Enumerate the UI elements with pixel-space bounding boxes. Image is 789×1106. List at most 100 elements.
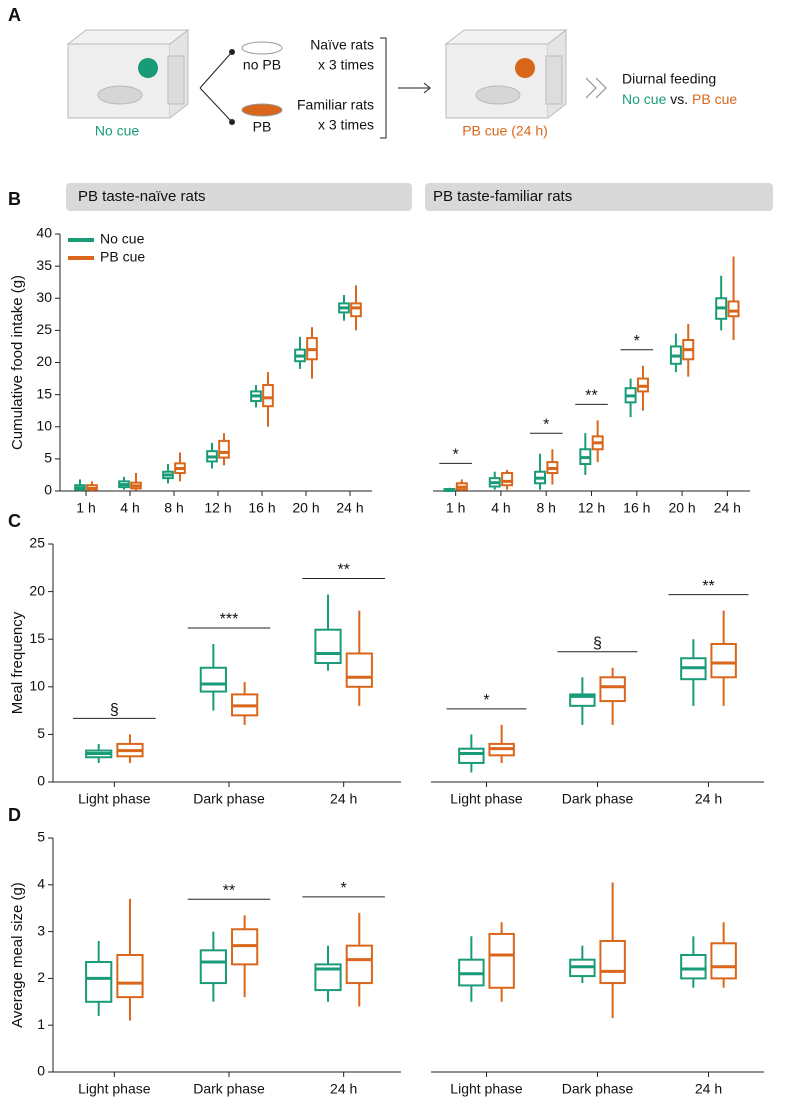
cage-label: PB cue (24 h) <box>462 123 548 139</box>
bracket <box>380 37 387 139</box>
box <box>345 652 373 688</box>
title-bar <box>66 183 412 211</box>
y-tick-label: 3 <box>37 922 45 938</box>
significance-label: * <box>634 333 640 350</box>
box <box>569 693 596 707</box>
branch <box>199 51 233 123</box>
significance-label: * <box>543 416 549 433</box>
x-tick-label: 24 h <box>336 500 363 516</box>
y-tick-label: 20 <box>29 582 45 598</box>
y-tick-label: 0 <box>37 1063 45 1079</box>
panel-title: PB taste-familiar rats <box>433 188 572 205</box>
legend-label: PB cue <box>100 249 145 265</box>
y-tick-label: 25 <box>36 321 52 337</box>
y-tick-label: 2 <box>37 969 45 985</box>
x-tick-label: 12 h <box>578 500 605 516</box>
x-tick-label: 1 h <box>76 500 95 516</box>
x-tick-label: Light phase <box>78 791 151 807</box>
dish <box>241 41 283 55</box>
y-tick-label: 5 <box>37 725 45 741</box>
x-tick-label: 20 h <box>668 500 695 516</box>
panel-label: C <box>8 511 21 531</box>
outcome-title: Diurnal feeding <box>622 71 716 87</box>
panel-title: PB taste-naïve rats <box>78 188 206 205</box>
x-tick-label: 12 h <box>204 500 231 516</box>
y-tick-label: 30 <box>36 289 52 305</box>
y-tick-label: 25 <box>29 535 45 551</box>
x-tick-label: 8 h <box>536 500 555 516</box>
box <box>350 302 362 318</box>
box <box>488 932 515 989</box>
x-tick-label: Light phase <box>450 791 523 807</box>
significance-label: § <box>593 635 602 652</box>
significance-label: ** <box>223 882 235 899</box>
box <box>599 676 626 703</box>
title-bar <box>425 183 773 211</box>
x-tick-label: 4 h <box>120 500 139 516</box>
outcome-vs: vs. <box>670 91 688 107</box>
dish <box>241 103 283 117</box>
x-tick-label: 20 h <box>292 500 319 516</box>
dish-label: PB <box>253 119 272 135</box>
panel-label: B <box>8 189 21 209</box>
y-tick-label: 4 <box>37 876 45 892</box>
box <box>116 954 144 999</box>
y-tick-label: 15 <box>36 385 52 401</box>
significance-label: ** <box>337 562 349 579</box>
group-label: Naïve rats <box>310 37 374 53</box>
x-tick-label: 24 h <box>330 791 357 807</box>
panel-label: A <box>8 5 21 25</box>
significance-label: ** <box>585 388 597 405</box>
cage-right <box>444 28 568 119</box>
y-tick-label: 5 <box>37 829 45 845</box>
x-tick-label: Light phase <box>450 1081 523 1097</box>
group-label: x 3 times <box>318 57 374 73</box>
x-tick-label: 24 h <box>695 1081 722 1097</box>
branch-dot <box>229 49 235 55</box>
y-tick-label: 10 <box>29 678 45 694</box>
group-label: x 3 times <box>318 117 374 133</box>
y-tick-label: 5 <box>44 450 52 466</box>
cage-label: No cue <box>95 123 140 139</box>
y-tick-label: 10 <box>36 417 52 433</box>
branch-dot <box>229 119 235 125</box>
box <box>199 949 227 985</box>
arrow <box>398 82 431 94</box>
y-tick-label: 0 <box>44 482 52 498</box>
outcome-text: No cue vs. PB cue <box>622 91 737 107</box>
x-tick-label: Dark phase <box>193 1081 265 1097</box>
x-tick-label: 24 h <box>695 791 722 807</box>
chevron <box>585 77 607 99</box>
x-tick-label: Dark phase <box>562 1081 634 1097</box>
box <box>345 944 373 985</box>
significance-label: ** <box>702 578 714 595</box>
y-tick-label: 15 <box>29 630 45 646</box>
significance-label: * <box>341 880 347 897</box>
x-tick-label: Light phase <box>78 1081 151 1097</box>
outcome-a: No cue <box>622 91 667 107</box>
x-tick-label: Dark phase <box>562 791 634 807</box>
y-tick-label: 20 <box>36 353 52 369</box>
box <box>727 300 740 318</box>
significance-label: § <box>110 702 119 719</box>
x-tick-label: 24 h <box>330 1081 357 1097</box>
box <box>262 383 274 408</box>
y-tick-label: 0 <box>37 773 45 789</box>
significance-label: * <box>453 447 459 464</box>
x-tick-label: 16 h <box>623 500 650 516</box>
box <box>599 939 626 985</box>
x-tick-label: Dark phase <box>193 791 265 807</box>
y-tick-label: 1 <box>37 1016 45 1032</box>
x-tick-label: 1 h <box>446 500 465 516</box>
box <box>710 642 737 679</box>
x-tick-label: 4 h <box>491 500 510 516</box>
box <box>218 439 230 459</box>
x-tick-label: 24 h <box>714 500 741 516</box>
box <box>710 942 737 980</box>
box <box>501 472 514 487</box>
box <box>85 961 113 1003</box>
y-axis-label: Average meal size (g) <box>9 882 26 1028</box>
y-axis-label: Cumulative food intake (g) <box>9 275 26 450</box>
significance-label: *** <box>220 611 239 628</box>
significance-label: * <box>483 692 489 709</box>
